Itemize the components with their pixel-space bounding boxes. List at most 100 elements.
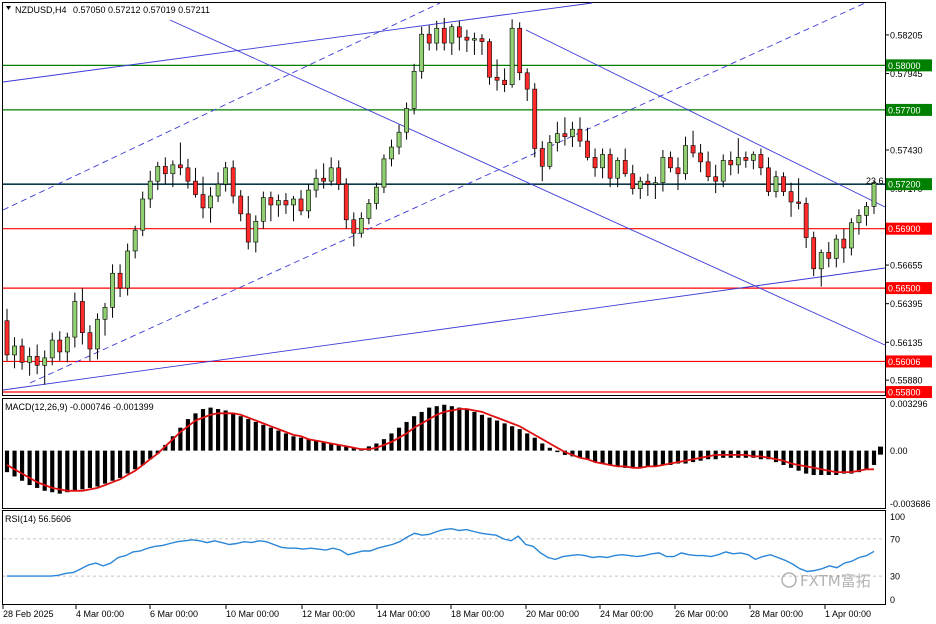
candle-body-79: [600, 154, 605, 169]
macd-bar-23: [178, 427, 183, 451]
watermark-text: FXTM富拓: [800, 572, 871, 590]
macd-bar-84: [638, 450, 643, 468]
descending-line-2[interactable]: [525, 29, 886, 208]
price-tick-label-5: 0.56395: [890, 299, 923, 309]
candle-body-51: [389, 146, 394, 160]
macd-bar-0: [4, 450, 10, 473]
trendlines[interactable]: [2, 2, 886, 391]
macd-bar-71: [540, 443, 545, 451]
macd-bar-102: [773, 450, 779, 463]
macd-bar-31: [238, 416, 243, 451]
macd-bar-70: [532, 437, 537, 451]
candle-body-17: [132, 229, 138, 252]
fxtm-logo-icon: [781, 572, 797, 588]
candle-body-16: [125, 250, 130, 289]
fxtm-logo: FXTM富拓: [781, 572, 871, 590]
candle-body-63: [479, 38, 485, 42]
lower-dashed-line[interactable]: [29, 2, 866, 384]
level-tags: 0.58000 0.57700 0.57200 0.56900 0.56500 0.560…: [886, 59, 932, 399]
macd-indicator: 0.003296 0.00 -0.003686: [4, 399, 931, 509]
collapse-arrow-icon[interactable]: [6, 6, 11, 10]
macd-bar-99: [751, 450, 756, 458]
macd-bar-57: [434, 406, 439, 451]
time-tick-label-9: 26 Mar 00:00: [675, 609, 728, 619]
macd-bar-65: [494, 420, 500, 451]
candle-body-40: [306, 189, 311, 212]
macd-bar-45: [344, 446, 349, 451]
candle-body-35: [268, 197, 274, 206]
candle-body-32: [245, 213, 251, 243]
macd-panel-frame: [2, 398, 886, 509]
candle-body-73: [554, 133, 560, 143]
candle-body-72: [547, 142, 553, 167]
macd-bar-46: [351, 447, 356, 451]
candle-body-90: [683, 145, 688, 175]
rsi-line: [7, 527, 875, 577]
candle-body-64: [487, 41, 492, 78]
candle-body-103: [781, 176, 786, 192]
candle-body-10: [80, 301, 85, 333]
candle-body-113: [856, 215, 862, 224]
macd-tick-label-2: -0.003686: [890, 499, 931, 509]
candle-body-81: [615, 160, 621, 179]
time-tick-label-1: 4 Mar 00:00: [76, 609, 124, 619]
support-line[interactable]: [2, 267, 886, 391]
level-tag-6: 0.55800: [888, 388, 921, 398]
time-tick-label-6: 18 Mar 00:00: [451, 609, 504, 619]
macd-bar-3: [27, 450, 32, 486]
candle-body-104: [788, 191, 794, 203]
macd-bar-92: [698, 450, 703, 461]
price-panel-frame: [2, 2, 886, 396]
time-tick-label-11: 1 Apr 00:00: [825, 609, 871, 619]
macd-bar-20: [155, 450, 160, 454]
candle-body-34: [260, 197, 266, 222]
macd-bar-36: [276, 430, 281, 451]
candle-body-94: [713, 176, 719, 182]
candle-body-77: [585, 140, 590, 158]
candle-body-4: [34, 356, 40, 366]
rsi-tick-label-3: 0: [890, 595, 895, 605]
candle-body-7: [57, 339, 63, 353]
upper-dashed-line[interactable]: [2, 2, 441, 211]
candle-body-86: [652, 182, 658, 185]
macd-bar-73: [555, 450, 560, 453]
level-tag-2: 0.57200: [888, 180, 921, 190]
candle-body-19: [147, 180, 153, 200]
rsi-tick-label-1: 70: [890, 534, 900, 544]
candle-body-66: [502, 79, 507, 85]
macd-bar-100: [758, 450, 763, 460]
candle-body-83: [630, 173, 636, 189]
macd-bar-79: [600, 450, 605, 464]
candle-body-69: [524, 72, 530, 90]
candle-body-95: [720, 160, 726, 182]
candle-body-26: [200, 194, 206, 209]
candle-body-60: [456, 26, 462, 38]
horizontal-levels[interactable]: [3, 64, 885, 393]
price-tick-label-4: 0.56655: [890, 261, 923, 271]
macd-bar-90: [683, 450, 688, 464]
candle-body-25: [193, 180, 198, 195]
descending-line-1[interactable]: [169, 19, 886, 346]
level-tag-bg-0: [886, 59, 932, 72]
level-tag-0: 0.58000: [888, 61, 921, 71]
price-tick-label-2: 0.57430: [890, 146, 923, 156]
candle-body-39: [298, 198, 304, 212]
macd-bar-35: [268, 427, 273, 451]
time-tick-label-4: 12 Mar 00:00: [302, 609, 355, 619]
macd-bar-110: [834, 450, 839, 476]
level-tag-bg-6: [886, 386, 932, 399]
candle-body-67: [509, 27, 515, 85]
macd-bar-67: [510, 426, 515, 451]
macd-bar-14: [110, 450, 115, 481]
macd-bar-32: [246, 419, 251, 451]
candle-body-24: [185, 167, 191, 182]
candle-body-96: [728, 160, 734, 166]
candle-body-55: [419, 33, 425, 72]
upper-channel-line[interactable]: [2, 2, 593, 83]
macd-bar-81: [615, 450, 620, 467]
candle-body-80: [607, 154, 613, 179]
macd-bar-114: [864, 450, 869, 470]
candle-body-18: [140, 198, 146, 231]
time-axis: 28 Feb 2025 4 Mar 00:00 6 Mar 00:00 10 Mar …: [2, 605, 871, 619]
